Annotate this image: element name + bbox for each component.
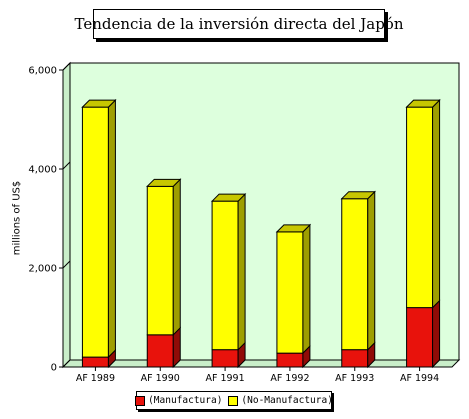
bar-no-manufactura-front: [406, 106, 434, 309]
legend-item-manufactura: (Manufactura): [135, 395, 222, 406]
x-tick-label: AF 1991: [205, 373, 244, 384]
legend-swatch-manufactura: [135, 395, 146, 406]
legend-label-manufactura: (Manufactura): [148, 395, 223, 406]
bar-no-manufactura-front: [341, 198, 369, 351]
legend-label-no-manufactura: (No-Manufactura): [241, 395, 333, 406]
x-tick-label: AF 1993: [335, 373, 374, 384]
y-tick-depth: [62, 260, 71, 269]
bar-no-manufactura-front: [81, 106, 109, 358]
bar-no-manufactura-top: [405, 99, 441, 108]
plot-left-wall: [62, 61, 71, 369]
bar-manufactura-side: [432, 299, 441, 369]
bar-no-manufactura-front: [146, 185, 174, 336]
x-tick-label: AF 1994: [400, 373, 439, 384]
bar-no-manufactura-side: [172, 178, 181, 337]
y-axis-label-text: millions of US$: [11, 180, 23, 256]
x-tick-label: AF 1989: [76, 373, 115, 384]
plot-floor: [61, 359, 461, 368]
bar-no-manufactura-front: [276, 231, 304, 354]
bar-no-manufactura-front: [211, 200, 239, 351]
bar-manufactura-front: [146, 334, 174, 368]
bar-no-manufactura-side: [302, 223, 311, 355]
y-tick-label: 0: [51, 363, 57, 374]
bar-no-manufactura-top: [275, 224, 312, 233]
bar-no-manufactura-top: [81, 99, 117, 108]
bar-manufactura-front: [81, 356, 109, 368]
bar-no-manufactura-side: [367, 190, 376, 351]
bar-no-manufactura-side: [432, 98, 441, 309]
bar-manufactura-front: [276, 352, 304, 368]
bar-no-manufactura-side: [107, 98, 116, 359]
bar-no-manufactura-top: [210, 193, 247, 202]
chart-title-text: Tendencia de la inversión directa del Ja…: [74, 15, 404, 33]
y-tick-label: 6,000: [28, 66, 57, 77]
legend-item-no-manufactura: (No-Manufactura): [228, 395, 333, 406]
bar-manufactura-front: [406, 307, 434, 368]
legend-swatch-no-manufactura: [228, 395, 239, 406]
y-tick-label: 2,000: [28, 264, 57, 275]
y-tick-depth: [62, 359, 71, 368]
legend: (Manufactura) (No-Manufactura): [135, 391, 333, 410]
y-tick-label: 4,000: [28, 165, 57, 176]
bar-no-manufactura-side: [237, 192, 246, 351]
x-tick-label: AF 1990: [141, 373, 180, 384]
plot-back-wall: [69, 62, 460, 361]
bar-manufactura-front: [341, 349, 369, 368]
x-tick-label: AF 1992: [270, 373, 309, 384]
y-tick-depth: [62, 62, 71, 71]
bar-no-manufactura-top: [146, 178, 182, 187]
bar-manufactura-front: [211, 349, 239, 368]
chart-title: Tendencia de la inversión directa del Ja…: [75, 9, 404, 39]
bar-no-manufactura-top: [340, 191, 376, 200]
y-tick-depth: [62, 161, 71, 170]
